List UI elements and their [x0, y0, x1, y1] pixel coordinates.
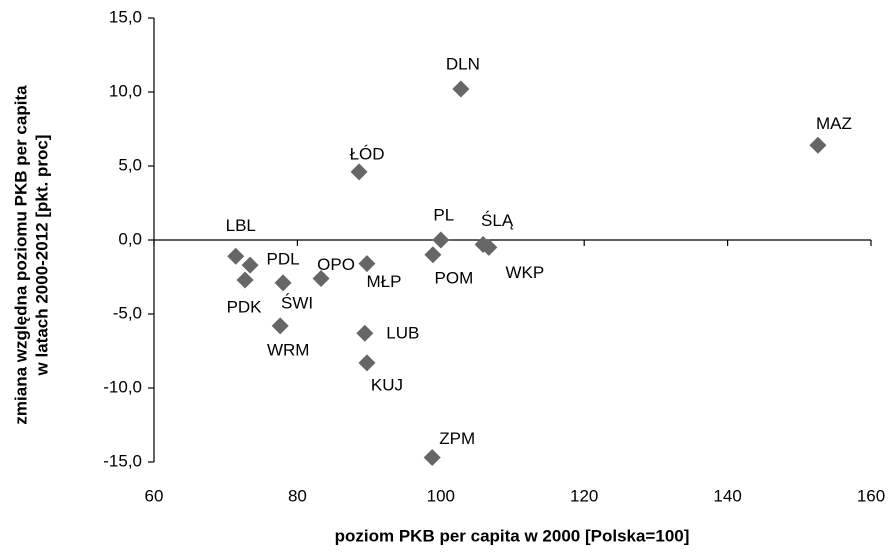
point	[432, 231, 450, 249]
point-label: LUB	[386, 324, 419, 343]
x-tick-label: 100	[427, 486, 455, 505]
point	[358, 354, 376, 372]
y-tick-label: -15,0	[103, 451, 142, 470]
point-label: WKP	[505, 263, 544, 282]
point-label: DLN	[446, 55, 480, 74]
y-axis-title-line: zmiana względna poziomu PKB per capita	[11, 85, 30, 425]
point-label: ŚWI	[281, 293, 313, 312]
x-tick-label: 160	[857, 486, 885, 505]
y-tick-label: -5,0	[113, 303, 142, 322]
x-axis-title: poziom PKB per capita w 2000 [Polska=100…	[335, 526, 690, 545]
y-axis-title-line: w latach 2000-2012 [pkt. proc]	[32, 135, 51, 377]
y-tick-label: 0,0	[118, 229, 142, 248]
point-label: PDL	[267, 250, 300, 269]
point-label: MAZ	[816, 114, 852, 133]
point	[271, 317, 289, 335]
point	[356, 324, 374, 342]
y-tick-label: 15,0	[109, 7, 142, 26]
point-label: ZPM	[439, 429, 475, 448]
point	[423, 449, 441, 467]
point	[809, 136, 827, 154]
point-label: PL	[433, 205, 454, 224]
point	[274, 274, 292, 292]
point	[241, 256, 259, 274]
point	[358, 255, 376, 273]
point	[236, 271, 254, 289]
point	[424, 246, 442, 264]
point	[227, 247, 245, 265]
point-label: WRM	[267, 340, 309, 359]
point	[350, 163, 368, 181]
point-label: POM	[435, 268, 474, 287]
x-tick-label: 140	[713, 486, 741, 505]
point	[480, 238, 498, 256]
y-tick-label: -10,0	[103, 377, 142, 396]
x-tick-label: 120	[570, 486, 598, 505]
y-axis-title: zmiana względna poziomu PKB per capita w…	[11, 85, 51, 425]
point-label: MŁP	[366, 272, 401, 291]
y-tick-label: 10,0	[109, 81, 142, 100]
point	[452, 80, 470, 98]
point-label: ŁÓD	[350, 144, 385, 163]
x-tick-label: 80	[288, 486, 307, 505]
point	[312, 269, 330, 287]
point-label: KUJ	[371, 375, 403, 394]
point-label: OPO	[317, 255, 355, 274]
point-label: PDK	[227, 297, 263, 316]
point-label: ŚLĄ	[481, 211, 514, 230]
point-label: LBL	[226, 216, 256, 235]
y-tick-label: 5,0	[118, 155, 142, 174]
x-tick-label: 60	[145, 486, 164, 505]
